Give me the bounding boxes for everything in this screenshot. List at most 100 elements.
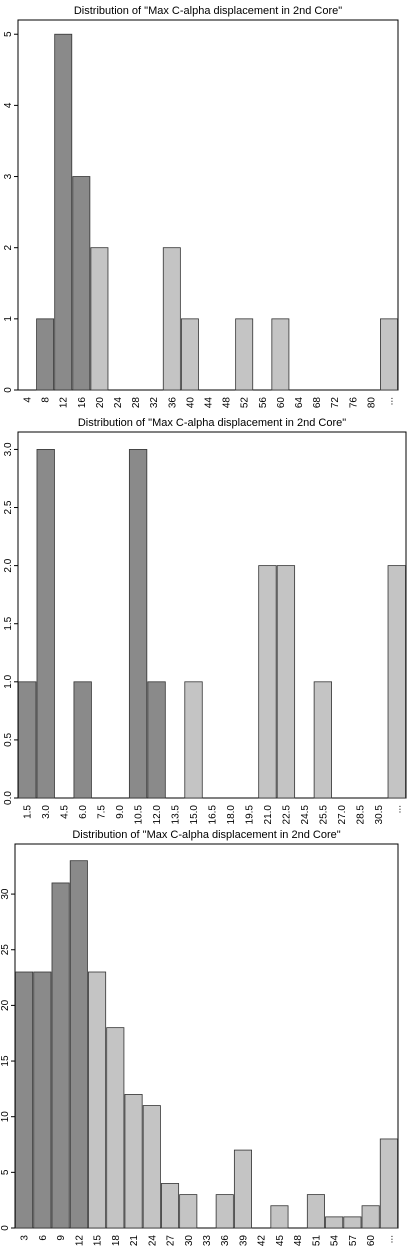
x-tick-label: 60 — [276, 397, 287, 409]
histogram-bar — [147, 681, 166, 799]
plot-frame — [17, 19, 399, 391]
x-tick-label: 9.0 — [115, 805, 126, 819]
x-tick-label: 27 — [166, 1235, 177, 1247]
y-tick-label: 0.0 — [3, 791, 14, 805]
histogram-bar — [72, 176, 91, 391]
x-tick-label: 28 — [131, 397, 142, 409]
x-tick-label: 48 — [293, 1235, 304, 1247]
y-tick-label: 3 — [3, 173, 14, 179]
x-tick-label: 32 — [149, 397, 160, 409]
y-tick-label: 15 — [0, 1055, 11, 1067]
x-tick-label: 57 — [348, 1235, 359, 1247]
x-tick-label: 54 — [330, 1235, 341, 1247]
chart-panel-3: Distribution of "Max C-alpha displacemen… — [0, 824, 412, 1248]
x-tick-label: 22.5 — [281, 805, 292, 824]
x-tick-label: 36 — [167, 397, 178, 409]
chart-panel-1: Distribution of "Max C-alpha displacemen… — [0, 0, 412, 412]
plot-frame — [17, 431, 407, 799]
x-tick-label: 40 — [185, 397, 196, 409]
histogram-bar — [54, 33, 73, 391]
y-tick-label: 4 — [3, 102, 14, 108]
y-tick-label: 0 — [0, 1225, 11, 1231]
y-tick-label: 25 — [0, 944, 11, 956]
histogram-bar — [73, 681, 92, 799]
x-tick-label: 19.5 — [244, 805, 255, 824]
histogram-bar — [36, 449, 55, 799]
y-tick-label: 2.0 — [3, 558, 14, 572]
y-tick-label: 5 — [0, 1169, 11, 1175]
x-tick-label: 6.0 — [78, 805, 89, 819]
x-tick-label: 44 — [204, 397, 215, 409]
x-tick-label: 64 — [294, 397, 305, 409]
x-tick-label: 36 — [220, 1235, 231, 1247]
x-tick-label: 16.5 — [208, 805, 219, 824]
histogram-bar — [90, 247, 109, 391]
histogram-bar — [128, 449, 148, 799]
histogram-bar — [215, 1194, 234, 1229]
chart-title: Distribution of "Max C-alpha displacemen… — [74, 5, 342, 17]
histogram-bar — [106, 1027, 125, 1229]
x-tick-label: 9 — [56, 1235, 67, 1241]
x-tick-label: 28.5 — [355, 805, 366, 824]
x-tick-label: 60 — [366, 1235, 377, 1247]
x-tick-label: ... — [392, 805, 403, 813]
x-tick-label: 18.0 — [226, 805, 237, 824]
histogram-bar — [380, 318, 398, 391]
x-tick-label: 7.5 — [97, 805, 108, 819]
x-tick-label: 10.5 — [134, 805, 145, 824]
x-tick-label: 3.0 — [41, 805, 52, 819]
histogram-bar — [270, 1205, 289, 1229]
histogram-bar — [379, 1138, 398, 1229]
x-tick-label: 3 — [20, 1235, 31, 1241]
x-tick-label: 8 — [41, 397, 52, 403]
histogram-bar — [88, 971, 107, 1229]
x-tick-label: 25.5 — [318, 805, 329, 824]
histogram-bar — [36, 318, 55, 391]
x-tick-label: 15 — [93, 1235, 104, 1247]
histogram-bar — [271, 318, 290, 391]
y-tick-label: 20 — [0, 999, 11, 1011]
histogram-bar — [184, 681, 203, 799]
x-tick-label: 30.5 — [374, 805, 385, 824]
y-tick-label: 0.5 — [3, 733, 14, 747]
x-tick-label: 27.0 — [337, 805, 348, 824]
histogram-bar — [161, 1183, 180, 1229]
histogram-bar — [142, 1105, 161, 1229]
histogram-bar — [361, 1205, 380, 1229]
x-tick-label: 4 — [23, 397, 34, 403]
x-tick-label: 72 — [330, 397, 341, 409]
histogram-bar — [69, 860, 88, 1229]
x-tick-label: 4.5 — [60, 805, 71, 819]
histogram-bar — [235, 318, 254, 391]
x-tick-label: 24.5 — [300, 805, 311, 824]
x-tick-label: 16 — [77, 397, 88, 409]
histogram-chart-3: Distribution of "Max C-alpha displacemen… — [0, 829, 399, 1247]
histogram-bar — [233, 1149, 252, 1229]
y-tick-label: 2.5 — [3, 500, 14, 514]
x-tick-label: 68 — [312, 397, 323, 409]
x-tick-label: 51 — [311, 1235, 322, 1247]
y-tick-label: 0 — [3, 387, 14, 393]
x-tick-label: ... — [384, 1235, 395, 1243]
x-tick-label: 45 — [275, 1235, 286, 1247]
histogram-bar — [15, 971, 34, 1229]
histogram-bar — [387, 565, 406, 799]
histogram-chart-1: Distribution of "Max C-alpha displacemen… — [3, 5, 399, 409]
y-tick-label: 2 — [3, 244, 14, 250]
y-tick-label: 30 — [0, 888, 11, 900]
y-tick-label: 10 — [0, 1111, 11, 1123]
histogram-bar — [33, 971, 52, 1229]
histogram-bar — [343, 1216, 362, 1229]
x-tick-label: 1.5 — [23, 805, 34, 819]
histogram-bar — [276, 565, 296, 799]
x-tick-label: 20 — [95, 397, 106, 409]
x-tick-label: 21.0 — [263, 805, 274, 824]
x-tick-label: 80 — [366, 397, 377, 409]
x-tick-label: 24 — [113, 397, 124, 409]
histogram-bar — [124, 1094, 143, 1229]
x-tick-label: 13.5 — [171, 805, 182, 824]
plot-frame — [14, 843, 399, 1229]
x-tick-label: ... — [384, 397, 395, 405]
histogram-bar — [179, 1194, 198, 1229]
x-tick-label: 24 — [147, 1235, 158, 1247]
